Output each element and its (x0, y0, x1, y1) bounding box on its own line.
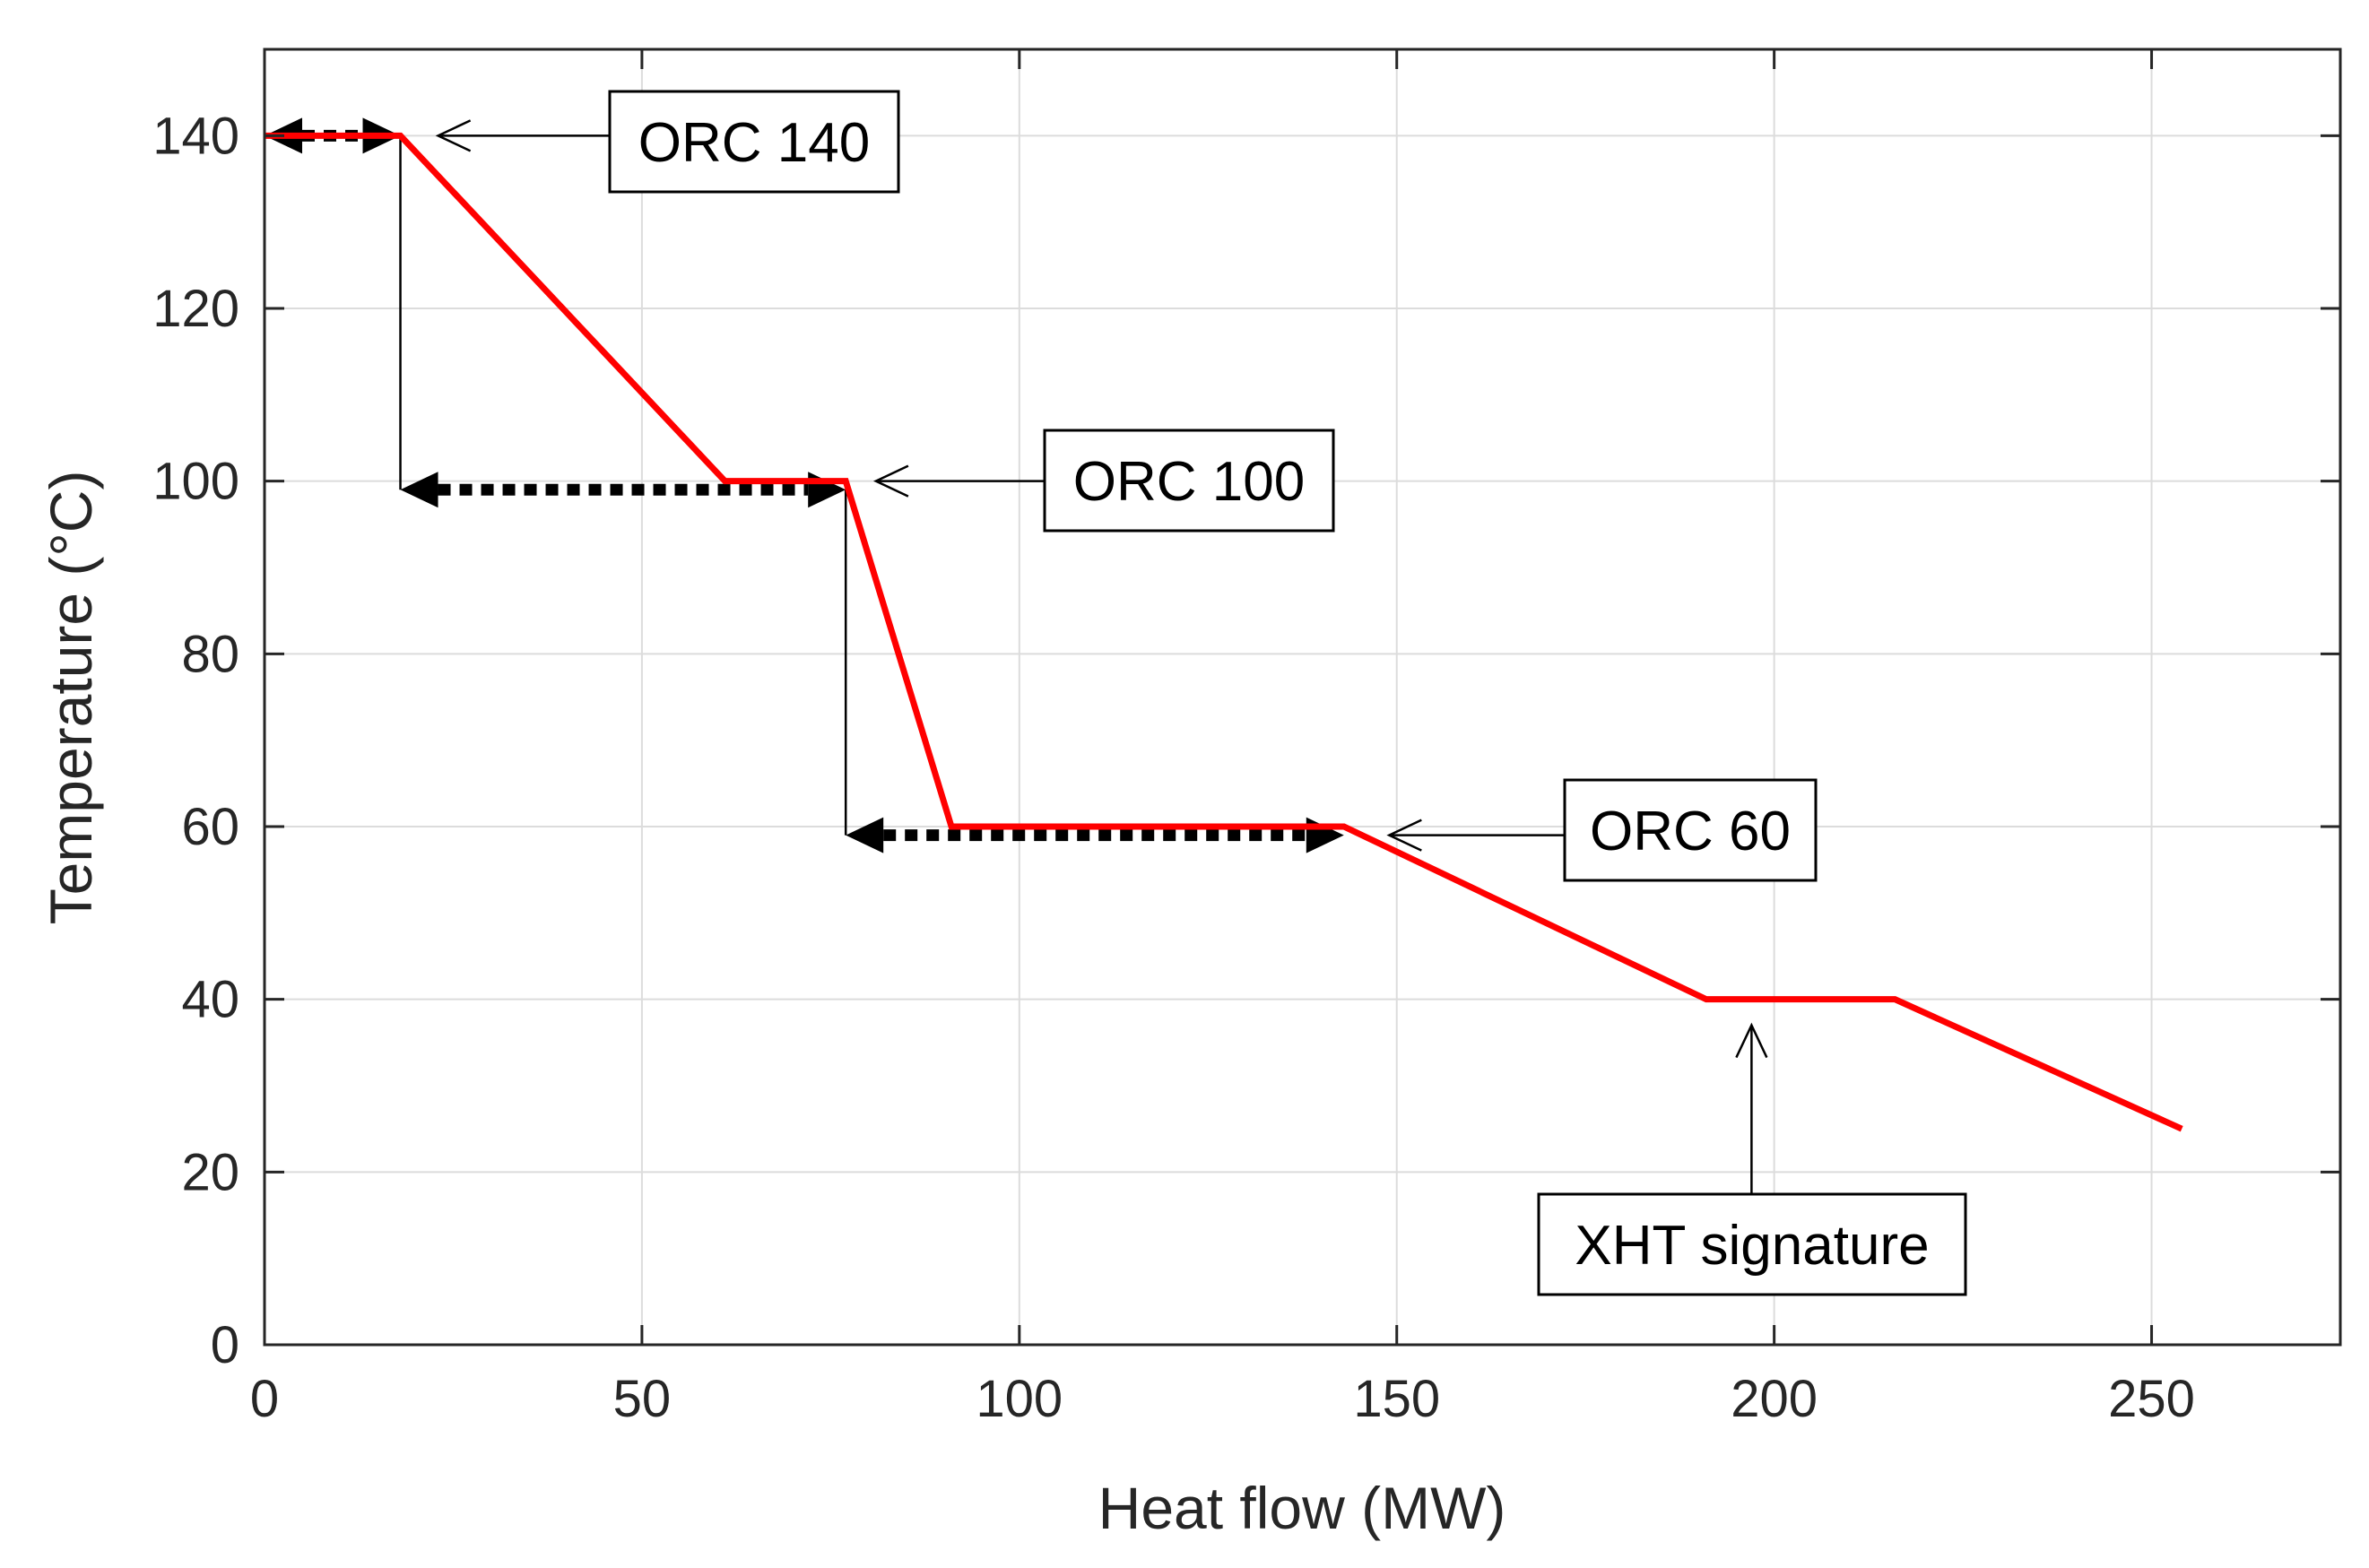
x-tick-label: 250 (2108, 1370, 2195, 1428)
y-tick-label: 140 (152, 107, 239, 165)
annotation-box (1563, 778, 1818, 882)
y-tick-label: 60 (181, 798, 239, 856)
y-tick-label: 80 (181, 625, 239, 683)
y-tick-label: 120 (152, 280, 239, 338)
y-tick-label: 40 (181, 971, 239, 1029)
x-axis-title: Heat flow (MW) (1098, 1475, 1506, 1541)
x-tick-label: 150 (1353, 1370, 1440, 1428)
annotation-box (608, 90, 900, 194)
ticks: 0 50 100 150 200 250 0 20 40 60 80 100 120 140 (152, 49, 2340, 1428)
series-layer (265, 132, 2183, 1132)
grid (264, 49, 2340, 1346)
annotation-box (1043, 429, 1335, 533)
y-tick-label: 0 (211, 1316, 239, 1374)
annotation-label: ORC 60 (1590, 801, 1791, 862)
x-tick-label: 0 (250, 1370, 279, 1428)
annotation-label: ORC 140 (638, 112, 870, 174)
annotations: ORC 140 ORC 100 ORC 60 XHT signature (435, 90, 1967, 1296)
series-line-0 (265, 132, 2183, 1132)
range-arrowhead-right (808, 472, 846, 508)
range-arrowhead-left (846, 817, 884, 853)
x-tick-label: 100 (976, 1370, 1063, 1428)
y-tick-label: 20 (181, 1143, 239, 1201)
plot-frame (263, 48, 2342, 1347)
x-tick-label: 50 (613, 1370, 672, 1428)
range-arrowhead-right (1306, 817, 1344, 853)
annotation-arrowhead (872, 464, 909, 498)
annotation-label: ORC 100 (1073, 451, 1305, 513)
range-arrowhead-left (400, 472, 438, 508)
y-tick-label: 100 (152, 453, 239, 511)
annotation-arrowhead (1386, 819, 1422, 852)
annotation-arrowhead (1735, 1022, 1768, 1059)
y-axis-title: Temperature (°C) (38, 471, 104, 925)
annotation-arrowhead (435, 119, 472, 152)
annotation-box (1537, 1192, 1967, 1296)
annotation-label: XHT signature (1575, 1215, 1929, 1277)
x-tick-label: 200 (1731, 1370, 1818, 1428)
